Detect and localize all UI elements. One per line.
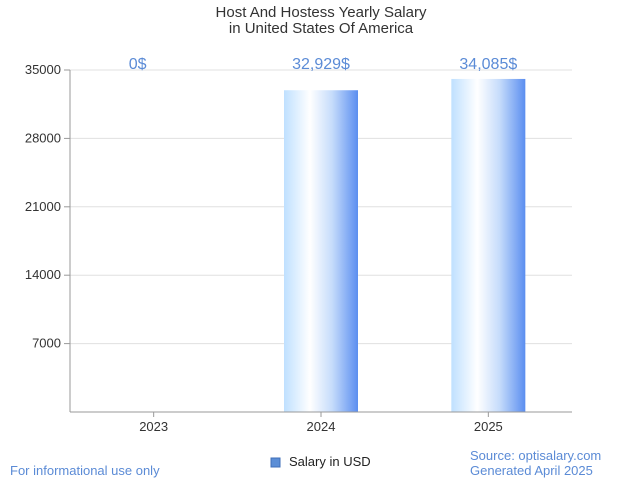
data-label: 0$ <box>129 56 147 73</box>
y-tick-label: 7000 <box>32 336 61 351</box>
footer-source: Source: optisalary.com <box>470 448 601 463</box>
legend-swatch <box>270 457 281 468</box>
x-tick-label: 2023 <box>139 419 168 434</box>
chart-title: Host And Hostess Yearly Salary <box>216 4 427 21</box>
x-tick-label: 2025 <box>474 419 503 434</box>
footer-generated: Generated April 2025 <box>470 463 593 478</box>
footer-disclaimer: For informational use only <box>10 463 160 478</box>
y-tick-label: 21000 <box>25 199 61 214</box>
data-labels: 0$ 32,929$ 34,085$ <box>129 56 518 73</box>
x-axis-ticks: 2023 2024 2025 <box>139 412 503 434</box>
data-label: 32,929$ <box>292 56 350 73</box>
data-label: 34,085$ <box>459 56 517 73</box>
bar <box>451 78 526 412</box>
bar <box>284 90 358 412</box>
y-tick-label: 28000 <box>25 130 61 145</box>
chart-subtitle: in United States Of America <box>229 20 414 37</box>
legend-label: Salary in USD <box>289 454 371 469</box>
x-tick-label: 2024 <box>307 419 336 434</box>
bars <box>284 78 526 412</box>
legend: Salary in USD <box>270 454 371 469</box>
y-tick-label: 35000 <box>25 62 61 77</box>
y-tick-label: 14000 <box>25 267 61 282</box>
y-axis-ticks: 7000 14000 21000 28000 35000 <box>25 62 70 351</box>
